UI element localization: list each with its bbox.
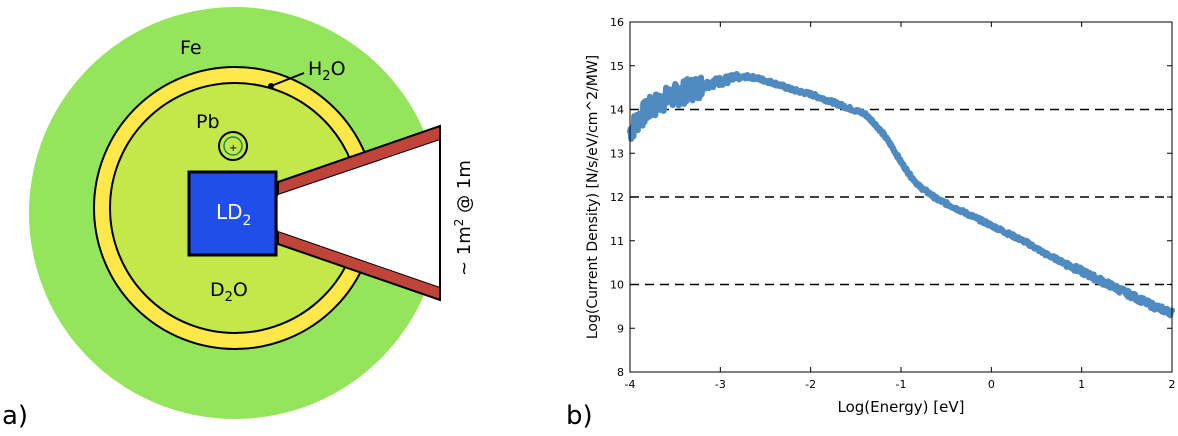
lead-target (218, 131, 248, 161)
x-tick-label: -2 (805, 378, 816, 391)
y-tick-label: 12 (610, 191, 624, 204)
label-beam-size: ~ 1m2 @ 1m (452, 160, 475, 276)
y-tick-label: 8 (617, 366, 624, 379)
plus-sign: + (229, 143, 237, 154)
moderator-diagram: Fe H2O Pb + LD2 D2O ~ 1m2 @ 1m a) (2, 7, 475, 431)
y-tick-label: 11 (610, 235, 624, 248)
spectrum-line (628, 72, 1173, 317)
x-tick-label: 0 (988, 378, 995, 391)
reference-lines (630, 108, 1172, 286)
y-tick-label: 14 (610, 104, 624, 117)
label-pb: Pb (196, 111, 220, 133)
y-tick-label: 9 (617, 322, 624, 335)
x-tick-label: 2 (1169, 378, 1176, 391)
y-tick-label: 16 (610, 16, 624, 29)
label-fe: Fe (180, 37, 202, 59)
x-tick-label: -4 (625, 378, 636, 391)
guide-wall-bottom (277, 229, 441, 302)
y-tick-label: 13 (610, 147, 624, 160)
ld2-cold-source (187, 170, 278, 257)
y-tick-label: 15 (610, 60, 624, 73)
label-ld2: LD2 (216, 200, 251, 229)
lead-target-inner (223, 136, 243, 156)
x-axis-label: Log(Energy) [eV] (838, 398, 965, 416)
y-axis-ticks: 8 9 10 11 12 13 14 15 16 (610, 16, 1172, 379)
h2o-pointer-line (270, 72, 305, 87)
y-axis-label: Log(Current Density) [N/s/eV/cm^2/MW] (585, 55, 601, 339)
x-tick-label: -3 (715, 378, 726, 391)
x-tick-label: -1 (896, 378, 907, 391)
beam-opening (278, 140, 440, 287)
label-h2o: H2O (308, 58, 346, 84)
panel-a-label: a) (2, 401, 28, 431)
y-tick-label: 10 (610, 279, 624, 292)
label-d2o: D2O (210, 279, 248, 305)
panel-b-label: b) (566, 401, 593, 431)
x-tick-label: 1 (1078, 378, 1085, 391)
h2o-pointer-dot (268, 83, 274, 89)
x-axis-ticks: -4 -3 -2 -1 0 1 2 (625, 22, 1176, 391)
